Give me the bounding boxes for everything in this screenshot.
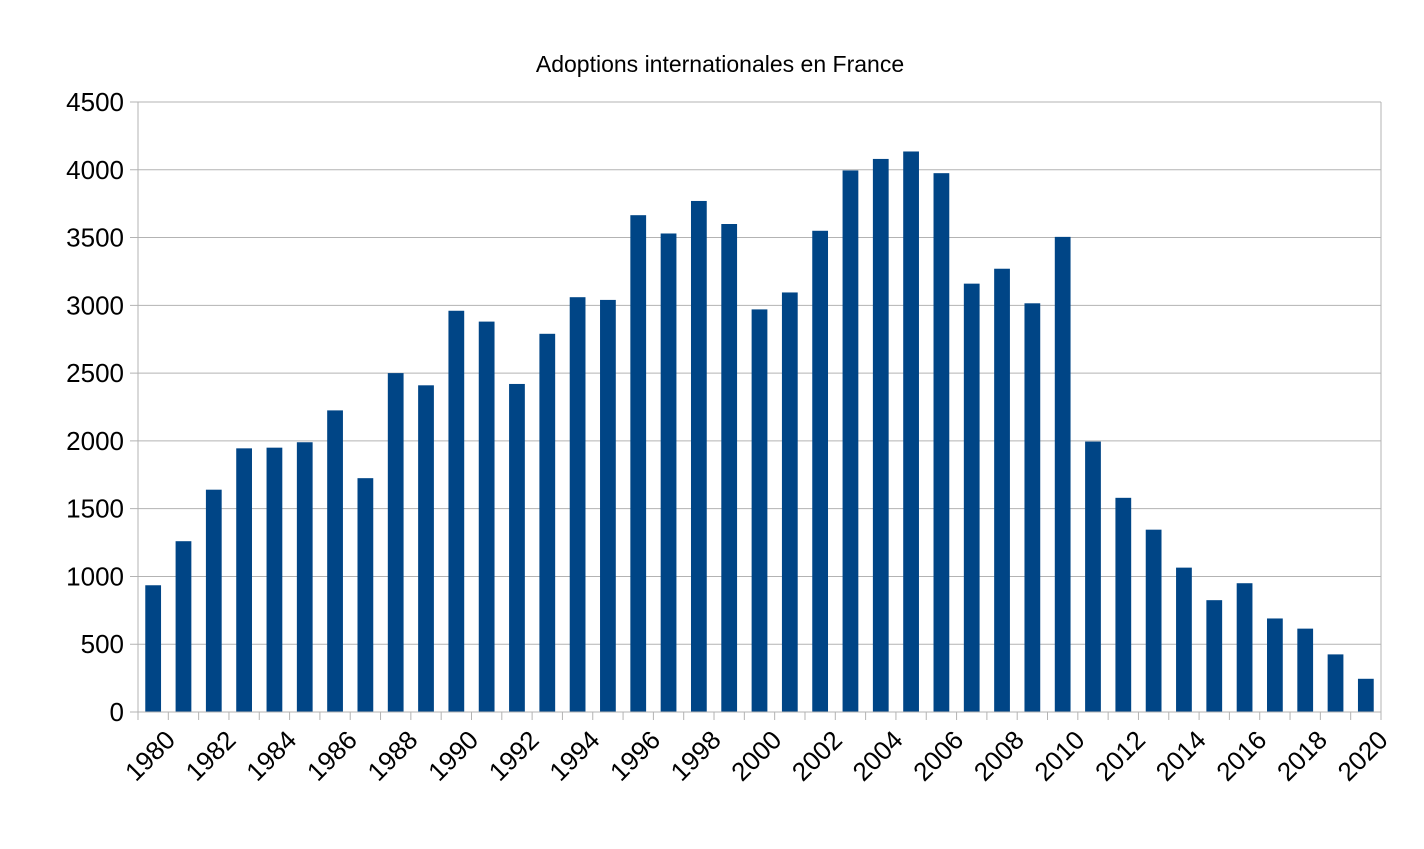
x-tick-label: 1988 [361, 725, 423, 787]
bar-2019 [1327, 654, 1344, 712]
bar-1997 [660, 233, 677, 712]
bar-2013 [1145, 529, 1162, 712]
y-tick-label: 0 [110, 697, 124, 727]
bar-1984 [266, 447, 283, 712]
bar-1980 [145, 585, 162, 712]
bar-2011 [1085, 441, 1101, 712]
bar-1988 [387, 373, 404, 712]
bar-2004 [872, 158, 889, 712]
x-tick-label: 1996 [604, 725, 666, 787]
x-tick-label: 2004 [846, 725, 908, 787]
bar-1987 [357, 478, 374, 712]
bar-1991 [478, 321, 495, 712]
x-tick-label: 1994 [543, 725, 605, 787]
bar-2008 [994, 268, 1010, 712]
bar-2017 [1267, 618, 1283, 712]
y-axis-ticks: 0 500 1000 1500 2000 2500 3000 3500 4000 4500 [66, 87, 124, 727]
bar-2009 [1024, 303, 1041, 712]
y-tick-label: 500 [81, 629, 124, 659]
bar-1996 [630, 215, 647, 712]
bar-2003 [842, 170, 859, 712]
bars [145, 151, 1374, 712]
x-tick-label: 1986 [301, 725, 363, 787]
bar-1998 [690, 200, 707, 712]
bar-1993 [539, 333, 556, 712]
x-tick-label: 2010 [1028, 725, 1090, 787]
bar-2020 [1357, 678, 1374, 712]
x-tick-label: 2000 [725, 725, 787, 787]
bar-1990 [448, 310, 465, 712]
bar-2002 [812, 230, 829, 712]
bar-1992 [509, 383, 525, 712]
bar-1995 [600, 299, 616, 712]
bar-2012 [1115, 497, 1132, 712]
bar-1983 [236, 448, 252, 712]
bar-2016 [1236, 583, 1253, 712]
x-tick-label: 1992 [483, 725, 545, 787]
bar-1981 [175, 541, 192, 712]
x-tick-label: 2006 [907, 725, 969, 787]
x-tick-label: 1984 [240, 725, 302, 787]
y-tick-label: 3000 [66, 290, 124, 320]
x-tick-label: 1980 [119, 725, 181, 787]
y-tick-label: 2500 [66, 358, 124, 388]
y-tick-label: 1000 [66, 561, 124, 591]
bar-2018 [1297, 628, 1314, 712]
x-tick-label: 2014 [1150, 725, 1212, 787]
bar-1986 [327, 410, 343, 712]
x-tick-label: 1990 [422, 725, 484, 787]
x-tick-label: 2018 [1271, 725, 1333, 787]
x-tick-label: 1982 [179, 725, 241, 787]
bar-1999 [721, 224, 738, 712]
bar-1982 [205, 489, 222, 712]
bar-2007 [963, 283, 980, 712]
y-tick-label: 4500 [66, 87, 124, 117]
y-tick-label: 2000 [66, 426, 124, 456]
bar-2015 [1206, 600, 1223, 712]
x-tick-label: 2008 [968, 725, 1030, 787]
bar-2014 [1176, 567, 1192, 712]
bar-1985 [296, 442, 313, 712]
x-tick-label: 2002 [786, 725, 848, 787]
x-tick-label: 2016 [1210, 725, 1272, 787]
bar-2005 [903, 151, 919, 712]
y-tick-label: 4000 [66, 155, 124, 185]
x-tick-label: 2020 [1332, 725, 1394, 787]
bar-2000 [751, 309, 768, 712]
bar-2001 [781, 292, 798, 712]
bar-1989 [418, 385, 434, 712]
y-tick-label: 3500 [66, 223, 124, 253]
bar-2006 [933, 173, 950, 712]
x-axis: 1980198219841986198819901992199419961998… [119, 711, 1394, 787]
x-tick-label: 1998 [665, 725, 727, 787]
chart-title: Adoptions internationales en France [536, 51, 904, 77]
y-tick-label: 1500 [66, 494, 124, 524]
x-tick-label: 2012 [1089, 725, 1151, 787]
bar-1994 [569, 297, 586, 712]
bar-2010 [1054, 236, 1071, 712]
